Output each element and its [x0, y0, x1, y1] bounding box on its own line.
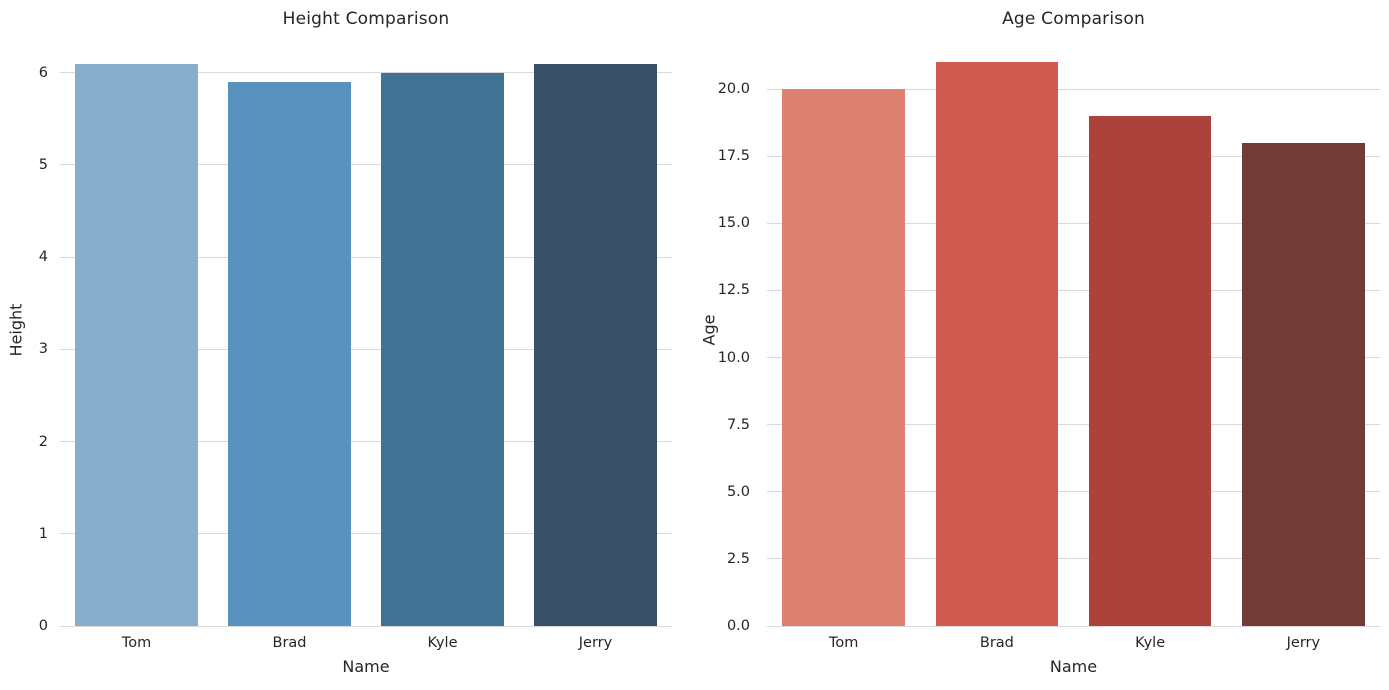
gridline	[767, 424, 1380, 426]
y-tick-label: 12.5	[717, 282, 750, 299]
y-tick-label: 7.5	[726, 416, 750, 433]
bar-jerry	[534, 63, 657, 626]
gridline	[767, 625, 1380, 627]
bar-jerry	[1242, 142, 1365, 626]
gridline	[767, 357, 1380, 359]
x-tick-label: Tom	[121, 635, 152, 651]
gridline	[60, 441, 672, 443]
y-axis-label: Age	[699, 314, 719, 346]
y-tick-label: 2	[38, 433, 48, 450]
x-tick-label: Jerry	[578, 635, 613, 651]
y-tick-label: 1	[38, 525, 48, 542]
y-tick-label: 0	[38, 618, 48, 634]
gridline	[767, 558, 1380, 560]
bar-tom	[75, 63, 198, 626]
gridline	[767, 289, 1380, 291]
bar-tom	[782, 89, 905, 626]
gridline	[60, 348, 672, 350]
x-axis-label: Name	[342, 657, 390, 676]
y-tick-label: 17.5	[717, 148, 750, 165]
y-tick-label: 0.0	[726, 618, 750, 634]
plot-title: Height Comparison	[282, 9, 450, 29]
y-tick-label: 4	[38, 249, 48, 266]
y-tick-label: 10.0	[717, 349, 750, 366]
y-tick-label: 6	[38, 64, 48, 81]
gridline	[60, 164, 672, 166]
y-tick-label: 5.0	[726, 483, 750, 500]
x-tick-label: Brad	[979, 635, 1014, 651]
plot-area	[767, 34, 1380, 627]
x-tick-label: Brad	[272, 635, 307, 651]
y-tick-label: 3	[38, 341, 48, 358]
x-tick-label: Tom	[828, 635, 859, 651]
gridline	[767, 155, 1380, 157]
x-tick-label: Kyle	[1135, 635, 1166, 651]
gridline	[767, 88, 1380, 90]
y-tick-label: 15.0	[717, 215, 750, 232]
plot-title: Age Comparison	[1002, 9, 1145, 29]
gridline	[60, 72, 672, 74]
bar-brad	[935, 62, 1059, 626]
plot-area	[60, 34, 672, 627]
y-tick-label: 2.5	[726, 550, 750, 567]
gridline	[60, 533, 672, 535]
bar-brad	[228, 81, 351, 626]
x-axis-label: Name	[1049, 657, 1098, 676]
bar-kyle	[1088, 115, 1212, 626]
y-tick-label: 20.0	[717, 81, 750, 98]
y-axis-label: Height	[6, 303, 26, 357]
gridline	[60, 625, 672, 627]
subplot-height-comparison: Height Comparison Height Name 0 1 2 3 4 5 6 Tom…	[0, 0, 694, 690]
gridline	[60, 256, 672, 258]
gridline	[767, 491, 1380, 493]
x-tick-label: Kyle	[427, 635, 458, 651]
gridline	[767, 222, 1380, 224]
x-tick-label: Jerry	[1286, 635, 1321, 651]
bar-kyle	[381, 72, 504, 626]
subplot-age-comparison: Age Comparison Age Name 0.0 2.5 5.0 7.5 10.0…	[694, 0, 1389, 690]
y-tick-label: 5	[38, 156, 48, 173]
